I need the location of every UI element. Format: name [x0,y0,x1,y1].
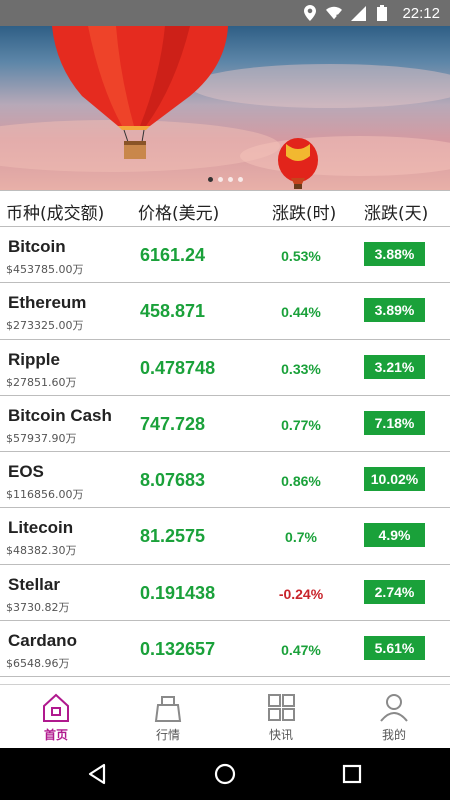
tab-home[interactable]: 首页 [0,685,112,749]
tab-label: 行情 [155,728,180,742]
coin-volume: $27851.60万 [6,375,77,389]
news-grid-icon [265,693,297,723]
coin-volume: $453785.00万 [6,263,84,276]
coin-volume: $48382.30万 [6,544,77,558]
coin-price: 0.478748 [140,357,216,378]
table-row[interactable]: Cardano $6548.96万 0.132657 0.47% 5.61% [0,621,450,678]
coin-price: 458.871 [140,301,206,322]
change-day-badge: 3.21% [364,354,425,379]
tab-label: 我的 [381,728,406,742]
banner-carousel[interactable] [0,26,450,190]
signal-icon [350,5,366,21]
recents-icon[interactable] [338,760,366,788]
header-change-day[interactable]: 涨跌(天) [364,204,429,224]
back-icon[interactable] [84,760,112,788]
bottom-tab-bar: 首页 行情 快讯 我的 [0,684,450,748]
coin-name: Cardano [8,631,77,651]
change-hour: 0.44% [281,304,321,321]
coin-name: Ripple [8,349,60,369]
table-row[interactable]: Ripple $27851.60万 0.478748 0.33% 3.21% [0,340,450,396]
banner-image [0,26,450,189]
change-day-badge: 7.18% [364,410,425,435]
coin-price: 0.191438 [140,582,216,603]
header-price[interactable]: 价格(美元) [138,204,220,224]
coin-volume: $273325.00万 [6,319,84,333]
change-hour: 0.47% [281,642,321,659]
home-circle-icon[interactable] [211,760,239,788]
wifi-icon [326,5,343,21]
header-change-hour[interactable]: 涨跌(时) [272,204,337,224]
change-day-badge: 4.9% [364,523,425,548]
status-bar: 22:12 [0,0,450,26]
carousel-dot[interactable] [237,177,243,182]
change-hour: 0.53% [281,248,321,264]
coin-list: Bitcoin $453785.00万 6161.24 0.53% 3.88% … [0,227,450,678]
table-row[interactable]: Bitcoin $453785.00万 6161.24 0.53% 3.88% [0,227,450,284]
coin-name: EOS [8,462,44,482]
coin-price: 747.728 [140,413,206,434]
coin-volume: $6548.96万 [6,657,70,671]
coin-price: 6161.24 [140,245,206,265]
table-row[interactable]: Bitcoin Cash $57937.90万 747.728 0.77% 7.… [0,396,450,453]
coin-volume: $57937.90万 [6,431,77,445]
change-day-badge: 3.89% [364,298,425,323]
location-icon [302,5,318,21]
change-hour: 0.77% [281,416,321,433]
change-hour: 0.7% [285,529,317,546]
market-icon [152,693,184,723]
coin-price: 81.2575 [140,526,206,547]
table-row[interactable]: Ethereum $273325.00万 458.871 0.44% 3.89% [0,283,450,340]
carousel-dot[interactable] [207,177,213,182]
table-header: 币种(成交额) 价格(美元) 涨跌(时) 涨跌(天) [0,190,450,227]
coin-volume: $3730.82万 [6,600,70,614]
change-day-badge: 2.74% [364,579,425,604]
header-coin[interactable]: 币种(成交额) [6,204,105,224]
carousel-indicator [0,177,450,182]
change-hour: 0.86% [281,473,321,490]
carousel-dot[interactable] [217,177,223,182]
status-time: 22:12 [402,4,440,22]
change-day-badge: 10.02% [364,467,425,492]
carousel-dot[interactable] [227,177,233,182]
table-row[interactable]: Stellar $3730.82万 0.191438 -0.24% 2.74% [0,565,450,622]
change-hour: 0.33% [281,360,321,377]
tab-label: 首页 [43,728,68,742]
table-row[interactable]: EOS $116856.00万 8.07683 0.86% 10.02% [0,452,450,509]
table-row[interactable]: Litecoin $48382.30万 81.2575 0.7% 4.9% [0,508,450,565]
coin-name: Ethereum [8,293,87,313]
tab-market[interactable]: 行情 [112,685,224,749]
home-icon [40,693,72,723]
coin-name: Bitcoin Cash [8,405,112,425]
coin-price: 0.132657 [140,639,216,660]
change-day-badge: 5.61% [364,636,425,661]
coin-name: Litecoin [8,518,74,538]
tab-label: 快讯 [268,728,293,742]
coin-name: Bitcoin [8,237,66,256]
change-hour: -0.24% [278,585,324,602]
coin-price: 8.07683 [140,470,206,491]
system-nav-bar [0,748,450,800]
tab-profile[interactable]: 我的 [338,685,450,749]
coin-volume: $116856.00万 [6,488,84,502]
change-day-badge: 3.88% [364,242,425,266]
battery-icon [374,5,390,21]
coin-name: Stellar [8,574,60,594]
profile-icon [378,693,410,723]
tab-news[interactable]: 快讯 [225,685,337,749]
